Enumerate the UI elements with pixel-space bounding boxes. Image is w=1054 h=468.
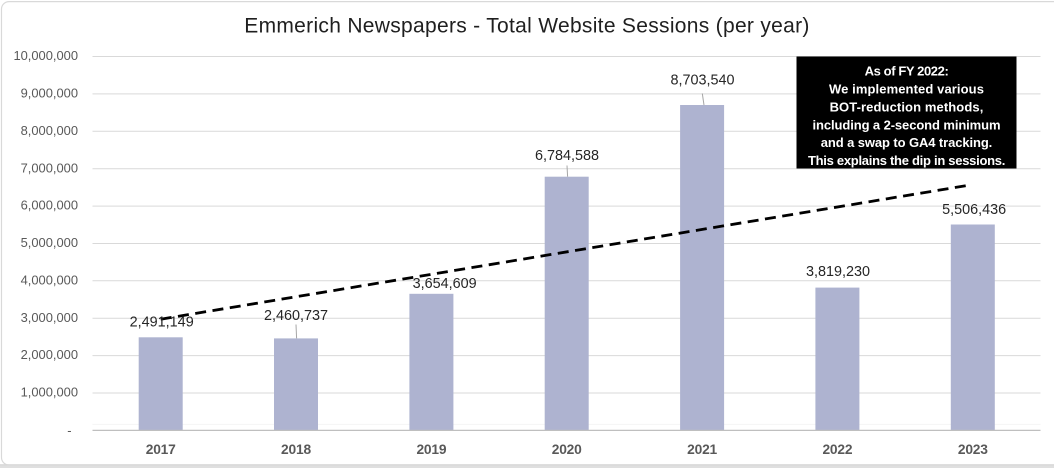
svg-text:-: - <box>67 423 71 438</box>
svg-text:3,000,000: 3,000,000 <box>21 310 78 325</box>
svg-text:9,000,000: 9,000,000 <box>21 86 78 101</box>
svg-text:5,506,436: 5,506,436 <box>942 202 1006 218</box>
svg-text:10,000,000: 10,000,000 <box>13 48 78 63</box>
svg-text:1,000,000: 1,000,000 <box>21 385 78 400</box>
svg-text:2019: 2019 <box>416 442 446 457</box>
svg-text:8,703,540: 8,703,540 <box>670 73 734 89</box>
svg-text:2021: 2021 <box>687 442 717 457</box>
svg-text:2020: 2020 <box>552 442 582 457</box>
svg-text:2018: 2018 <box>281 442 311 457</box>
svg-text:6,000,000: 6,000,000 <box>21 198 78 213</box>
svg-text:2022: 2022 <box>822 442 852 457</box>
svg-text:including a 2-second minimum: including a 2-second minimum <box>813 117 1001 132</box>
svg-text:and a swap to GA4 tracking.: and a swap to GA4 tracking. <box>821 135 992 150</box>
svg-text:7,000,000: 7,000,000 <box>21 160 78 175</box>
svg-text:As of FY 2022:: As of FY 2022: <box>865 64 949 79</box>
svg-text:2,000,000: 2,000,000 <box>21 347 78 362</box>
svg-text:6,784,588: 6,784,588 <box>535 148 599 164</box>
svg-text:2,460,737: 2,460,737 <box>264 308 328 324</box>
svg-text:4,000,000: 4,000,000 <box>21 272 78 287</box>
svg-text:8,000,000: 8,000,000 <box>21 123 78 138</box>
svg-text:2,491,149: 2,491,149 <box>130 314 194 330</box>
svg-text:3,654,609: 3,654,609 <box>413 276 477 292</box>
svg-text:3,819,230: 3,819,230 <box>806 264 870 280</box>
svg-text:BOT-reduction methods,: BOT-reduction methods, <box>830 99 984 114</box>
svg-text:5,000,000: 5,000,000 <box>21 235 78 250</box>
svg-text:Emmerich Newspapers - Total We: Emmerich Newspapers - Total Website Sess… <box>244 14 809 37</box>
svg-text:This explains the dip in sessi: This explains the dip in sessions. <box>808 153 1005 168</box>
svg-text:2017: 2017 <box>146 442 176 457</box>
svg-text:We implemented various: We implemented various <box>829 82 984 97</box>
svg-text:2023: 2023 <box>958 442 988 457</box>
